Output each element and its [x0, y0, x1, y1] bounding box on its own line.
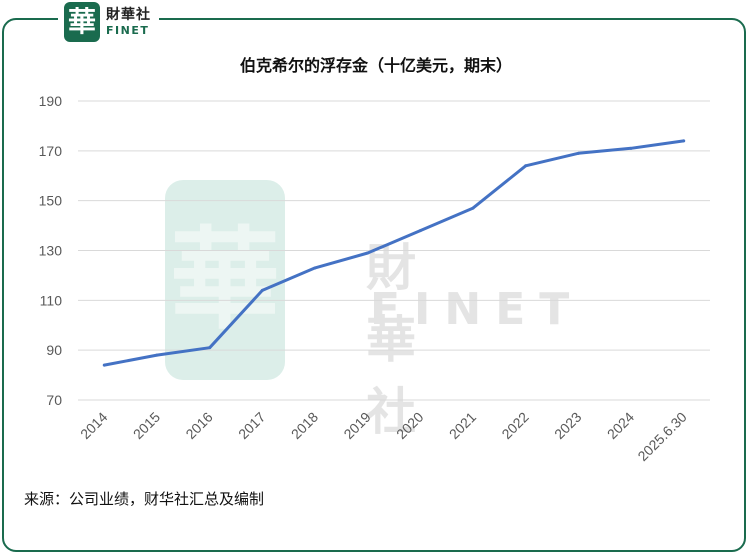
data-point [155, 353, 159, 357]
x-tick-label: 2025.6.30 [634, 409, 690, 465]
data-point [313, 266, 317, 270]
data-point [629, 146, 633, 150]
grid-lines [78, 100, 710, 401]
data-point [471, 206, 475, 210]
data-point [682, 139, 686, 143]
data-point [366, 251, 370, 255]
logo-en: FINET [106, 24, 150, 37]
y-tick-label: 110 [40, 292, 63, 308]
data-point [418, 229, 422, 233]
y-tick-label: 150 [39, 193, 63, 209]
x-tick-label: 2023 [551, 409, 584, 442]
data-point [102, 363, 106, 367]
x-tick-label: 2017 [235, 409, 268, 442]
source-note: 来源：公司业绩，财华社汇总及编制 [24, 490, 265, 508]
x-tick-label: 2020 [393, 409, 426, 442]
x-tick-label: 2015 [130, 409, 163, 442]
y-tick-label: 130 [39, 243, 63, 259]
series-line [102, 139, 686, 367]
y-tick-label: 70 [46, 392, 62, 408]
chart-title: 伯克希尔的浮存金（十亿美元，期末） [239, 56, 512, 75]
logo-cn: 財華社 [106, 7, 151, 23]
x-axis: 2014 2015 2016 2017 2018 2019 2020 2021 2022 2023… [77, 409, 690, 465]
data-point [260, 288, 264, 292]
x-tick-label: 2022 [498, 409, 531, 442]
data-point [524, 164, 528, 168]
x-tick-label: 2024 [604, 409, 637, 442]
x-tick-label: 2021 [446, 409, 479, 442]
y-tick-label: 170 [39, 143, 63, 159]
y-tick-label: 190 [39, 93, 63, 109]
x-tick-label: 2019 [340, 409, 373, 442]
logo-seal-icon: 華 [64, 2, 100, 42]
finet-logo: 華 財華社 FINET [58, 0, 159, 44]
data-point [208, 346, 212, 350]
x-tick-label: 2014 [77, 409, 110, 442]
logo-text: 財華社 FINET [106, 8, 151, 36]
chart-frame [2, 18, 746, 552]
x-tick-label: 2016 [182, 409, 215, 442]
data-point [576, 151, 580, 155]
y-tick-label: 90 [46, 342, 62, 358]
x-tick-label: 2018 [288, 409, 321, 442]
y-axis: 70 90 110 130 150 170 190 [39, 93, 63, 408]
series-layer [102, 139, 686, 367]
